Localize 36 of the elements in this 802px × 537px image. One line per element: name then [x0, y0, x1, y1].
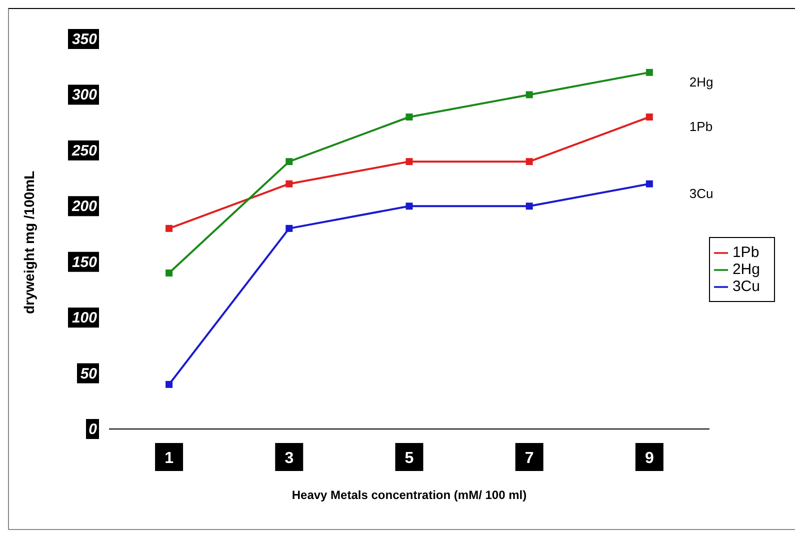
y-axis-title: dryweight mg /100mL: [20, 170, 37, 314]
x-tick-label: 1: [164, 450, 174, 467]
text: 1Pb: [689, 119, 713, 134]
point: [526, 91, 533, 98]
x-tick-label: 7: [524, 450, 534, 467]
x-axis-title: Heavy Metals concentration (mM/ 100 ml): [292, 488, 527, 502]
y-tick-label: 350: [72, 31, 98, 48]
y-tick-label: 250: [70, 142, 98, 160]
point: [406, 202, 413, 210]
point: [166, 224, 173, 232]
y-tick-label: 300: [72, 86, 98, 104]
x-tick-label: 3: [284, 450, 294, 467]
point: [526, 202, 533, 210]
y-tick-label: 150: [72, 254, 98, 271]
point: [286, 180, 293, 188]
y-tick-label: 100: [72, 310, 98, 327]
text: 3Cu: [689, 186, 714, 201]
legend-label: 2Hg: [732, 260, 760, 278]
legend-label: 3Cu: [732, 278, 760, 294]
point: [646, 68, 653, 76]
x-tick-label: 9: [644, 450, 654, 467]
point: [406, 114, 413, 120]
y-tick-label: 50: [80, 365, 98, 382]
x-tick-label: 5: [404, 450, 414, 467]
point: [286, 158, 293, 166]
point: [286, 224, 293, 232]
text: 2Hg: [689, 74, 714, 90]
point: [166, 380, 173, 388]
y-tick-label: 200: [70, 198, 98, 216]
point: [166, 270, 173, 276]
legend-label: 1Pb: [732, 244, 760, 260]
point: [646, 180, 653, 188]
point: [526, 158, 533, 166]
point: [646, 114, 653, 120]
y-tick-label: 0: [88, 421, 98, 438]
point: [406, 158, 413, 166]
